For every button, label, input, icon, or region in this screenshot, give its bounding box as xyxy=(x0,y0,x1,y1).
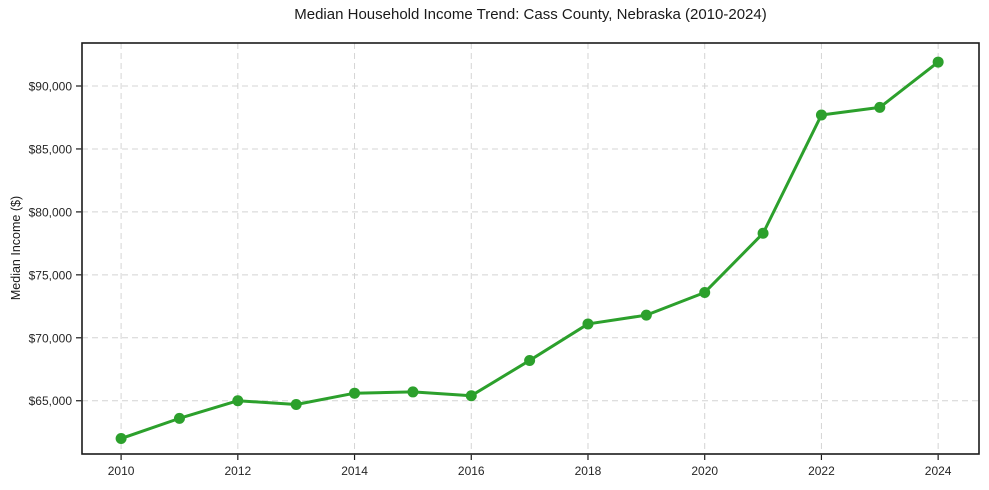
data-point xyxy=(874,101,886,113)
y-tick-label: $85,000 xyxy=(29,142,73,156)
data-point xyxy=(115,433,127,445)
trend-line xyxy=(119,60,940,441)
x-tick-label: 2014 xyxy=(341,464,368,478)
x-tick-label: 2022 xyxy=(808,464,835,478)
data-point xyxy=(232,395,244,407)
plot-frame xyxy=(81,42,980,455)
data-point xyxy=(407,386,419,398)
y-tick-label: $90,000 xyxy=(29,79,73,93)
data-point xyxy=(465,390,477,402)
data-point xyxy=(757,227,769,239)
data-point xyxy=(524,354,536,366)
y-tick-label: $70,000 xyxy=(29,331,73,345)
x-tick-label: 2020 xyxy=(691,464,718,478)
data-point xyxy=(582,318,594,330)
data-point xyxy=(815,109,827,121)
data-point xyxy=(640,309,652,321)
data-point xyxy=(349,387,361,399)
y-tick-label: $65,000 xyxy=(29,394,73,408)
y-tick-label: $80,000 xyxy=(29,205,73,219)
chart-title: Median Household Income Trend: Cass Coun… xyxy=(294,6,767,23)
data-point xyxy=(932,56,944,68)
x-tick-label: 2018 xyxy=(575,464,602,478)
x-tick-label: 2012 xyxy=(224,464,251,478)
data-point xyxy=(290,399,302,411)
x-tick-label: 2010 xyxy=(108,464,135,478)
data-point xyxy=(699,286,711,298)
data-point xyxy=(173,412,185,424)
x-tick-label: 2024 xyxy=(925,464,952,478)
x-tick-label: 2016 xyxy=(458,464,485,478)
y-tick-label: $75,000 xyxy=(29,268,73,282)
